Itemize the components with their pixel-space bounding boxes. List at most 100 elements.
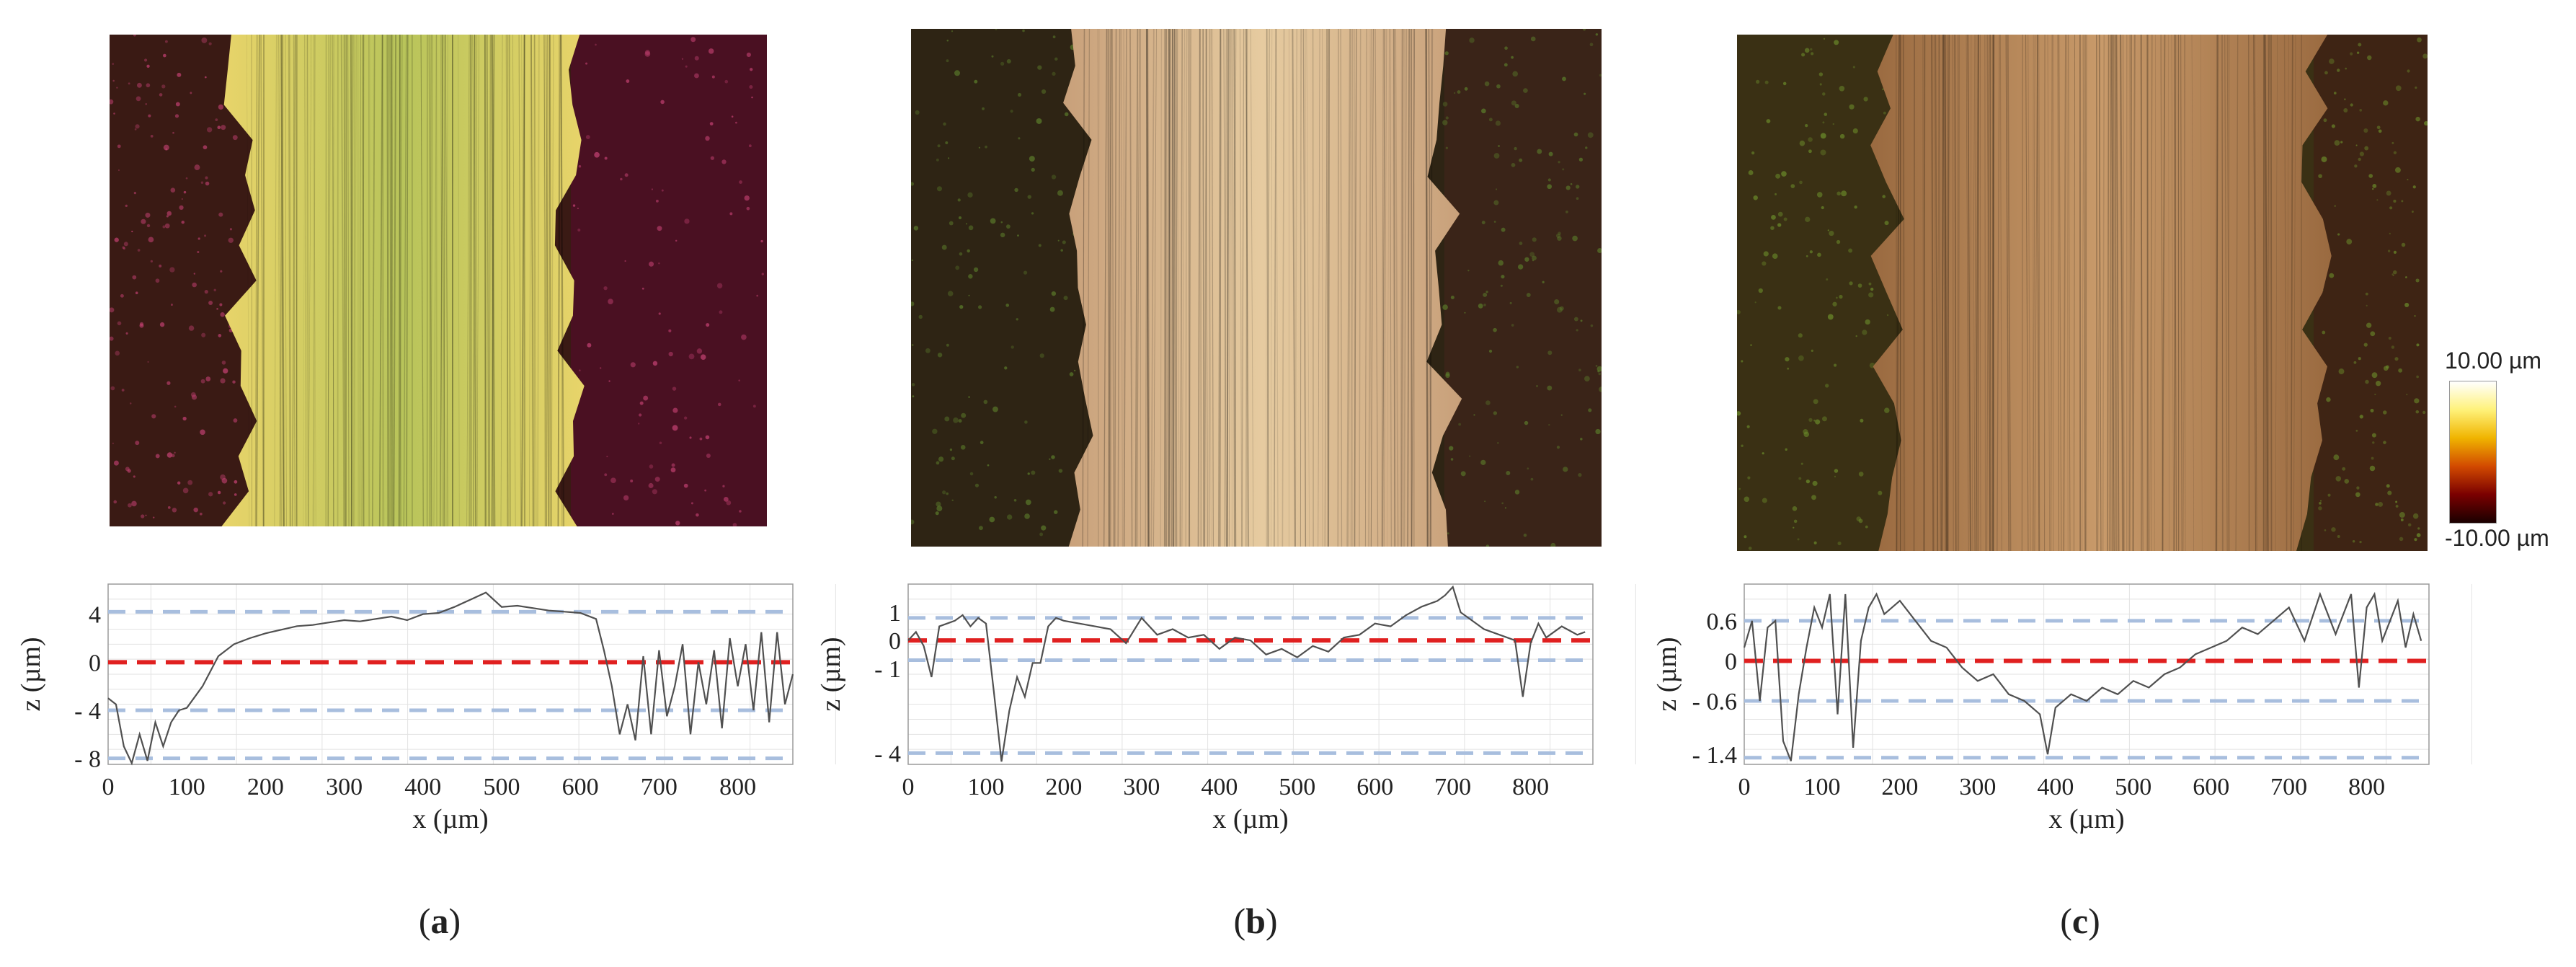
surface-speck [1512,71,1519,77]
surface-speck [1770,226,1775,230]
surface-speck [1557,236,1562,241]
surface-speck [1785,357,1790,362]
wear-scratch [1168,29,1171,547]
wear-scratch [445,35,448,526]
surface-speck [723,496,729,502]
wear-scratch [472,35,476,526]
surface-speck [1464,87,1468,91]
surface-speck [638,423,640,425]
surface-speck [655,199,659,203]
surface-speck [165,148,168,151]
surface-speck [2412,185,2416,189]
wear-scratch [2130,35,2134,551]
surface-speck [942,490,946,495]
wear-scratch [256,35,260,526]
surface-speck [1493,411,1498,415]
wear-scratch [2058,35,2062,551]
wear-scratch [2097,35,2100,551]
profile-chart-a: 0 100 200 300 400 500 600 700 800 4 0 - 4 - 8 x (µm) z… [0,562,836,880]
wear-scratch [2293,35,2296,551]
surface-speck [2364,146,2369,151]
surface-speck [146,224,151,228]
surface-speck [1808,418,1813,423]
surface-speck [1014,187,1018,193]
plot-frame [907,583,1594,765]
surface-speck [974,483,980,487]
wear-scratch [468,35,471,526]
surface-speck [1051,175,1057,180]
surface-speck [946,59,949,63]
surface-speck [2415,410,2420,414]
surface-speck [2407,179,2409,181]
surface-speck [1799,140,1806,146]
surface-speck [705,136,710,141]
wear-scratch [1109,29,1112,547]
caption-c: (c) [2008,900,2152,942]
surface-speck [911,259,914,262]
surface-speck [1556,446,1560,449]
surface-speck [1824,112,1828,116]
y-tick-label: 4 [89,602,101,629]
surface-speck [205,176,208,180]
surface-speck [2406,394,2408,396]
wear-scratch [2264,35,2269,551]
wear-scratch [446,35,448,526]
wear-scratch [1087,29,1091,547]
wear-scratch [393,35,397,526]
surface-speck [1800,462,1803,465]
wear-scratch [2283,35,2288,551]
surface-speck [1519,158,1523,162]
surface-speck [1504,507,1507,509]
surface-speck [2343,108,2348,113]
wear-scratch [2132,35,2136,551]
surface-speck [1562,168,1565,171]
surface-speck [172,131,174,134]
surface-speck [760,239,763,243]
plot-frame [1744,583,2430,765]
surface-speck [159,93,163,97]
wear-scratch [378,35,383,526]
wear-scratch [2216,35,2219,551]
surface-speck [122,246,125,249]
surface-speck [1762,498,1767,503]
wear-scratch [279,35,283,526]
wear-scratch [388,35,393,526]
x-tick-label: 200 [1045,774,1082,800]
wear-scratch [1166,29,1169,547]
surface-speck [1506,470,1511,475]
surface-speck [163,144,169,151]
wear-scratch [2074,35,2076,551]
wear-scratch [1931,35,1935,551]
surface-speck [1818,72,1824,76]
surface-speck [1841,190,1847,197]
wear-scratch [430,35,433,526]
surface-speck [2407,523,2412,527]
wear-scratch [518,35,522,526]
wear-scratch [1117,29,1121,547]
surface-speck [717,402,721,407]
surface-speck [1812,480,1818,486]
surface-speck [166,211,172,216]
x-tick-label: 300 [1959,774,1996,800]
surface-speck [955,265,960,270]
wear-scratch [403,35,407,526]
surface-speck [690,502,693,505]
surface-speck [117,321,122,326]
wear-scratch [489,35,491,526]
surface-speck [995,29,998,30]
surface-speck [960,445,966,450]
surface-speck [1783,217,1787,221]
profile-line [907,585,1586,762]
caption-b: (b) [1183,900,1328,942]
surface-speck [2346,239,2353,245]
surface-speck [221,477,228,484]
surface-speck [2415,87,2417,89]
surface-speck [1849,281,1853,286]
wear-scratch [296,35,298,526]
surface-speck [155,278,160,283]
surface-speck [1516,366,1519,368]
y-tick-label: 0 [1725,648,1737,675]
surface-speck [1445,373,1450,379]
surface-speck [1016,318,1018,321]
surface-speck [159,322,165,327]
